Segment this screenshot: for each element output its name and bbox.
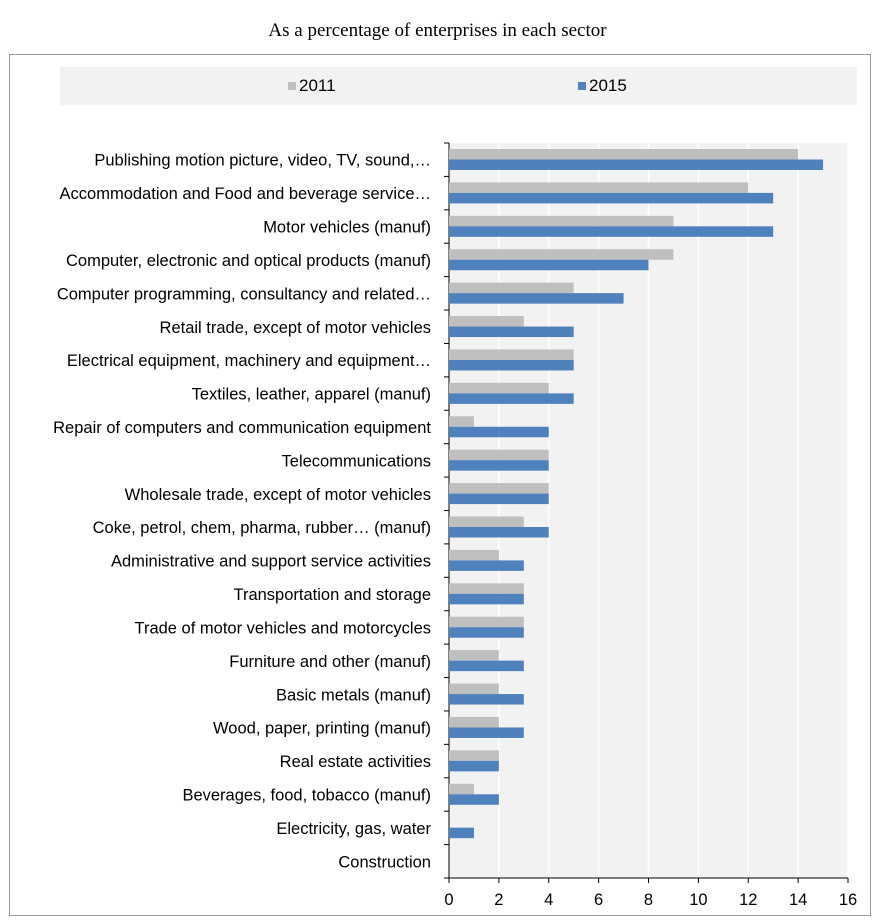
bar-2011-10 [449,483,549,494]
category-label-6: Electrical equipment, machinery and equi… [67,352,431,370]
bar-2011-2 [449,215,674,227]
category-label-10: Wholesale trade, except of motor vehicle… [125,486,431,504]
x-tick-label-12: 12 [739,891,757,909]
bar-2011-4 [449,282,574,294]
legend-label-2015: 2015 [589,76,627,95]
x-tick-label-14: 14 [789,891,807,909]
category-label-11: Coke, petrol, chem, pharma, rubber… (man… [93,519,431,537]
category-label-17: Wood, paper, printing (manuf) [213,720,431,738]
bar-2015-4 [449,293,624,304]
x-tick-label-2: 2 [494,891,503,909]
bar-2015-17 [449,727,524,738]
bar-2015-12 [449,560,524,571]
category-label-5: Retail trade, except of motor vehicles [160,319,431,337]
category-label-14: Trade of motor vehicles and motorcycles [134,619,431,637]
bar-2011-19 [449,783,474,795]
category-label-8: Repair of computers and communication eq… [53,419,431,437]
bar-2011-14 [449,616,524,628]
bar-2011-13 [449,583,524,594]
bar-2015-13 [449,593,524,605]
bar-2015-3 [449,259,649,271]
legend-item-2015: 2015 [578,67,627,105]
category-label-9: Telecommunications [282,452,431,470]
category-label-18: Real estate activities [280,753,431,771]
category-label-1: Accommodation and Food and beverage serv… [60,185,431,203]
category-label-3: Computer, electronic and optical product… [66,252,431,270]
x-tick-label-0: 0 [444,891,453,909]
bar-2015-16 [449,694,524,705]
bar-2011-1 [449,182,749,193]
bar-2015-11 [449,527,549,538]
category-label-2: Motor vehicles (manuf) [263,219,431,237]
bar-2015-9 [449,460,549,471]
bar-2011-17 [449,716,499,728]
bar-2011-7 [449,382,549,394]
bar-2015-1 [449,192,774,204]
bar-2015-2 [449,226,774,237]
category-label-21: Construction [338,853,431,871]
category-label-13: Transportation and storage [233,586,431,604]
bar-2011-16 [449,683,499,695]
category-label-15: Furniture and other (manuf) [229,653,431,671]
bar-2015-20 [449,827,474,839]
category-label-12: Administrative and support service activ… [111,553,431,571]
category-label-20: Electricity, gas, water [276,820,431,838]
x-tick-label-6: 6 [594,891,603,909]
bar-2011-12 [449,549,499,561]
legend-swatch-2015 [578,82,586,90]
chart-subtitle: As a percentage of enterprises in each s… [268,20,607,41]
bar-2015-14 [449,627,524,638]
bar-2015-10 [449,493,549,505]
x-tick-label-10: 10 [689,891,707,909]
category-label-16: Basic metals (manuf) [276,686,431,704]
legend-swatch-2011 [288,82,296,90]
category-label-0: Publishing motion picture, video, TV, so… [94,152,431,170]
bar-2015-8 [449,426,549,438]
bar-2015-0 [449,159,824,170]
bar-2011-5 [449,316,524,327]
legend-label-2011: 2011 [299,76,336,95]
bar-2011-6 [449,349,574,360]
bar-2015-15 [449,660,524,672]
x-tick-label-8: 8 [644,891,653,909]
bar-2011-9 [449,449,549,461]
x-tick-label-16: 16 [839,891,857,909]
bar-2015-19 [449,794,499,805]
bar-2011-11 [449,516,524,527]
bar-2015-5 [449,326,574,338]
bar-2011-18 [449,750,499,761]
bar-2015-7 [449,393,574,404]
legend-item-2011: 2011 [288,67,336,105]
bar-2015-18 [449,760,499,772]
bar-2011-15 [449,650,499,661]
bar-2011-8 [449,416,474,427]
legend: 2011 2015 [60,67,857,105]
category-label-7: Textiles, leather, apparel (manuf) [192,386,431,404]
bar-2011-3 [449,249,674,260]
category-label-19: Beverages, food, tobacco (manuf) [182,786,431,804]
bar-2011-0 [449,149,799,160]
x-tick-label-4: 4 [544,891,553,909]
bar-2015-6 [449,359,574,371]
category-label-4: Computer programming, consultancy and re… [57,285,431,303]
